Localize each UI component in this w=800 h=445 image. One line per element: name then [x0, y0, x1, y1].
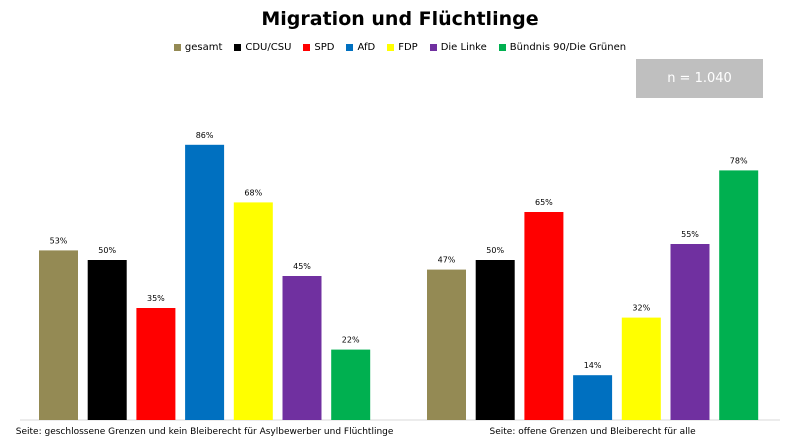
bar — [185, 144, 225, 421]
bar — [621, 317, 661, 420]
bar — [427, 269, 466, 420]
data-label: 45% — [293, 262, 311, 271]
legend-swatch — [173, 44, 181, 51]
legend-swatch — [234, 44, 242, 51]
legend-item: Bündnis 90/Die Grünen — [498, 42, 627, 53]
bar — [233, 202, 273, 420]
legend-item: Die Linke — [429, 42, 487, 53]
legend-item: CDU/CSU — [234, 42, 291, 53]
legend-label: gesamt — [184, 42, 223, 53]
data-label: 50% — [486, 246, 504, 255]
data-label: 65% — [535, 198, 553, 207]
legend-label: Die Linke — [440, 42, 487, 53]
category-label: Seite: geschlossene Grenzen und kein Ble… — [15, 427, 394, 437]
legend-item: FDP — [387, 42, 418, 53]
data-label: 35% — [147, 294, 165, 303]
legend-label: SPD — [314, 42, 335, 53]
bar — [331, 349, 371, 420]
data-label: 50% — [98, 246, 116, 255]
legend: gesamt CDU/CSU SPD AfD FDP Die Linke Bündnis 9… — [0, 42, 800, 53]
data-label: 55% — [681, 230, 699, 239]
legend-item: SPD — [303, 42, 334, 53]
category-label: Seite: offene Grenzen und Bleiberecht fü… — [489, 427, 696, 437]
data-label: 14% — [584, 361, 602, 370]
legend-item: AfD — [346, 42, 375, 53]
sample-size-box: n = 1.040 — [636, 59, 763, 98]
legend-swatch — [346, 44, 354, 51]
bar — [524, 212, 564, 420]
data-label: 53% — [50, 236, 68, 245]
data-label: 22% — [342, 336, 360, 345]
data-label: 78% — [730, 156, 748, 165]
bar — [719, 170, 759, 420]
legend-swatch — [303, 44, 311, 51]
data-label: 47% — [438, 256, 456, 265]
data-label: 32% — [632, 304, 650, 313]
bar — [670, 244, 710, 420]
legend-label: CDU/CSU — [245, 42, 292, 53]
data-label: 86% — [196, 131, 214, 140]
data-label: 68% — [244, 188, 262, 197]
legend-label: AfD — [357, 42, 376, 53]
legend-label: Bündnis 90/Die Grünen — [509, 42, 627, 53]
bar — [573, 375, 613, 420]
legend-label: FDP — [398, 42, 418, 53]
bar — [282, 276, 322, 420]
legend-swatch — [498, 44, 506, 51]
bar — [39, 250, 78, 420]
legend-item: gesamt — [173, 42, 223, 53]
bar — [87, 260, 127, 420]
chart-title: Migration und Flüchtlinge — [261, 8, 539, 30]
legend-swatch — [429, 44, 437, 51]
bar — [475, 260, 515, 420]
bar — [136, 308, 176, 420]
legend-swatch — [387, 44, 395, 51]
